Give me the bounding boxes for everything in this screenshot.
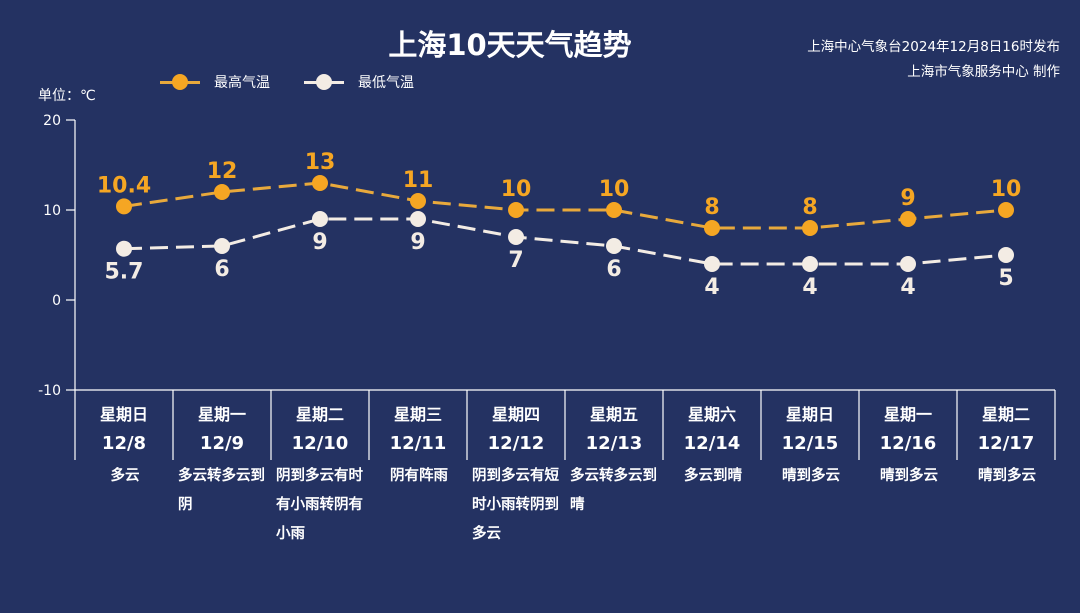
y-tick-label: 0 [52,293,61,309]
weekday-label: 星期二 [295,405,344,424]
low-temp-value: 9 [410,230,425,255]
high-temp-point[interactable] [802,220,818,236]
weather-description: 多云转多云到晴 [570,468,657,513]
low-temp-point[interactable] [802,256,818,272]
publisher-info: 上海中心气象台2024年12月8日16时发布 上海市气象服务中心 制作 [807,35,1060,85]
date-label: 12/15 [781,433,839,454]
weather-description: 阴到多云有时有小雨转阴有小雨 [276,468,363,542]
day-header: 星期五 12/13 [565,392,663,459]
date-label: 12/9 [199,433,245,454]
day-header: 星期一 12/16 [859,392,957,459]
low-temp-point[interactable] [116,240,132,257]
chart-title: 上海10天天气趋势 [388,28,632,62]
low-temp-point[interactable] [214,238,230,254]
weather-description: 多云 [110,468,140,484]
low-temp-line [123,217,1007,266]
low-temp-value: 4 [900,275,915,300]
low-temp-value: 4 [802,275,817,300]
high-temp-line [123,181,1007,230]
legend-item-low[interactable]: 最低气温 [304,72,414,92]
low-temp-point[interactable] [704,256,720,272]
weekday-label: 星期四 [491,405,540,424]
high-temp-value: 13 [305,150,336,175]
low-temp-point[interactable] [508,229,524,245]
day-header: 星期日 12/15 [761,392,859,459]
high-temp-value: 10.4 [97,173,151,198]
day-header: 星期三 12/11 [369,392,467,459]
low-temp-value: 4 [704,275,719,300]
high-temp-marker-icon [160,74,200,90]
weather-description: 阴到多云有短时小雨转阴到多云 [472,468,559,542]
date-label: 12/12 [487,433,545,454]
low-temp-value: 6 [606,257,621,282]
unit-label: 单位：℃ [38,88,96,104]
weather-description: 晴到多云 [782,468,840,484]
date-label: 12/10 [291,433,349,454]
low-temp-value: 7 [508,248,523,273]
low-temp-value: 5.7 [105,260,144,285]
high-temp-point[interactable] [606,202,622,218]
y-tick-label: 10 [43,203,61,219]
high-temp-point[interactable] [410,193,426,209]
high-temp-point[interactable] [508,202,524,218]
high-temp-value: 9 [900,186,915,211]
day-header: 星期二 12/17 [957,392,1055,459]
weekday-label: 星期一 [883,405,932,424]
high-temp-point[interactable] [312,175,328,191]
date-label: 12/14 [683,433,741,454]
weekday-label: 星期三 [393,405,442,424]
date-label: 12/11 [389,433,447,454]
high-temp-point[interactable] [116,198,132,215]
low-temp-point[interactable] [410,211,426,227]
day-header: 星期二 12/10 [271,392,369,459]
high-temp-value: 10 [599,177,630,202]
y-tick-label: -10 [38,383,61,399]
legend: 最高气温 最低气温 [160,72,448,92]
legend-label-low: 最低气温 [358,75,414,91]
day-header: 星期日 12/8 [75,392,173,459]
weekday-label: 星期日 [99,405,148,424]
high-temp-point[interactable] [998,202,1014,218]
weekday-label: 星期五 [589,405,638,424]
high-temp-value: 12 [207,159,238,184]
weekday-label: 星期一 [197,405,246,424]
high-temp-value: 10 [501,177,532,202]
high-temp-point[interactable] [900,211,916,227]
weekday-label: 星期二 [981,405,1030,424]
high-temp-value: 8 [802,195,817,220]
weather-description: 多云到晴 [684,468,742,484]
weather-description: 阴有阵雨 [390,468,448,484]
high-temp-value: 10 [991,177,1022,202]
low-temp-value: 9 [312,230,327,255]
low-temp-point[interactable] [900,256,916,272]
date-label: 12/17 [977,433,1035,454]
low-temp-point[interactable] [998,247,1014,263]
weather-description: 多云转多云到阴 [178,468,265,513]
low-temp-value: 6 [214,257,229,282]
y-tick-label: 20 [43,113,61,129]
day-header: 星期一 12/9 [173,392,271,459]
low-temp-point[interactable] [606,238,622,254]
low-temp-point[interactable] [312,211,328,227]
date-label: 12/16 [879,433,937,454]
day-header: 星期六 12/14 [663,392,761,459]
date-label: 12/13 [585,433,643,454]
low-temp-value: 5 [998,266,1013,291]
low-temp-marker-icon [304,74,344,90]
legend-label-high: 最高气温 [214,75,270,91]
legend-item-high[interactable]: 最高气温 [160,72,270,92]
weekday-label: 星期六 [687,405,736,424]
weekday-label: 星期日 [785,405,834,424]
high-temp-value: 8 [704,195,719,220]
high-temp-point[interactable] [704,220,720,236]
high-temp-value: 11 [403,168,434,193]
weather-description: 晴到多云 [880,468,938,484]
weather-description: 晴到多云 [978,468,1036,484]
day-header: 星期四 12/12 [467,392,565,459]
high-temp-point[interactable] [214,184,230,200]
date-label: 12/8 [101,433,147,454]
publish-time: 上海中心气象台2024年12月8日16时发布 [807,39,1060,55]
producer: 上海市气象服务中心 制作 [907,64,1060,80]
